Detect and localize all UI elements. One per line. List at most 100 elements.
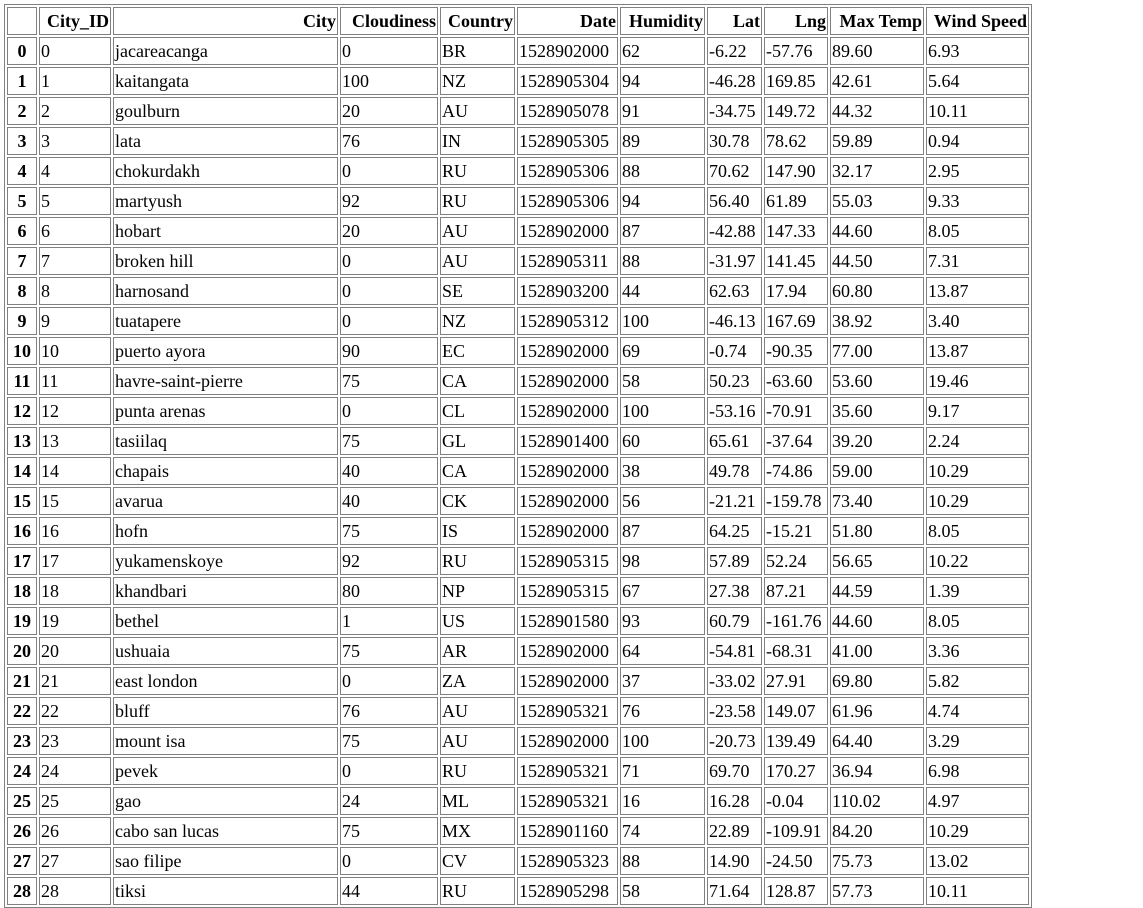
row-index: 8 <box>7 277 37 305</box>
cell-country: RU <box>440 187 515 215</box>
cell-country: MX <box>440 817 515 845</box>
cell-date: 1528905306 <box>517 157 618 185</box>
cell-lng: 17.94 <box>764 277 828 305</box>
cell-lat: 57.89 <box>707 547 762 575</box>
cell-cloudiness: 0 <box>340 397 438 425</box>
cell-date: 1528902000 <box>517 457 618 485</box>
cell-lng: -90.35 <box>764 337 828 365</box>
cell-city-id: 0 <box>39 37 111 65</box>
cell-wind-speed: 19.46 <box>926 367 1029 395</box>
cell-wind-speed: 4.97 <box>926 787 1029 815</box>
cell-country: RU <box>440 757 515 785</box>
cell-lng: 147.33 <box>764 217 828 245</box>
cell-max-temp: 44.50 <box>830 247 924 275</box>
cell-city: puerto ayora <box>113 337 338 365</box>
table-row: 1 1 kaitangata 100 NZ 1528905304 94 -46.28 169.8… <box>7 67 1029 95</box>
cell-country: CV <box>440 847 515 875</box>
column-header-date: Date <box>517 7 618 35</box>
table-row: 4 4 chokurdakh 0 RU 1528905306 88 70.62 147.90 32… <box>7 157 1029 185</box>
table-row: 17 17 yukamenskoye 92 RU 1528905315 98 57.89 52.… <box>7 547 1029 575</box>
cell-cloudiness: 80 <box>340 577 438 605</box>
cell-max-temp: 89.60 <box>830 37 924 65</box>
cell-lat: 30.78 <box>707 127 762 155</box>
cell-max-temp: 39.20 <box>830 427 924 455</box>
cell-city: avarua <box>113 487 338 515</box>
cell-date: 1528902000 <box>517 337 618 365</box>
index-header <box>7 7 37 35</box>
cell-lat: 49.78 <box>707 457 762 485</box>
column-header-max-temp: Max Temp <box>830 7 924 35</box>
cell-city-id: 8 <box>39 277 111 305</box>
cell-cloudiness: 76 <box>340 697 438 725</box>
cell-humidity: 88 <box>620 247 705 275</box>
cell-lat: 62.63 <box>707 277 762 305</box>
cell-date: 1528905323 <box>517 847 618 875</box>
cell-cloudiness: 75 <box>340 517 438 545</box>
cell-humidity: 88 <box>620 157 705 185</box>
cell-lat: -33.02 <box>707 667 762 695</box>
cell-lat: -46.28 <box>707 67 762 95</box>
cell-max-temp: 57.73 <box>830 877 924 905</box>
cell-humidity: 100 <box>620 307 705 335</box>
cell-wind-speed: 10.22 <box>926 547 1029 575</box>
cell-wind-speed: 1.39 <box>926 577 1029 605</box>
cell-lng: 139.49 <box>764 727 828 755</box>
cell-wind-speed: 7.31 <box>926 247 1029 275</box>
cell-lng: 61.89 <box>764 187 828 215</box>
cell-country: BR <box>440 37 515 65</box>
cell-country: GL <box>440 427 515 455</box>
cell-humidity: 58 <box>620 367 705 395</box>
cell-max-temp: 44.60 <box>830 217 924 245</box>
cell-max-temp: 32.17 <box>830 157 924 185</box>
cell-humidity: 74 <box>620 817 705 845</box>
cell-country: CA <box>440 367 515 395</box>
cell-humidity: 60 <box>620 427 705 455</box>
cell-cloudiness: 0 <box>340 247 438 275</box>
cell-city-id: 28 <box>39 877 111 905</box>
cell-city-id: 13 <box>39 427 111 455</box>
cell-lat: 56.40 <box>707 187 762 215</box>
cell-country: IS <box>440 517 515 545</box>
row-index: 11 <box>7 367 37 395</box>
cell-lat: -53.16 <box>707 397 762 425</box>
cell-date: 1528901580 <box>517 607 618 635</box>
cell-country: US <box>440 607 515 635</box>
cell-city: kaitangata <box>113 67 338 95</box>
table-row: 2 2 goulburn 20 AU 1528905078 91 -34.75 149.72 44… <box>7 97 1029 125</box>
cell-max-temp: 35.60 <box>830 397 924 425</box>
table-row: 24 24 pevek 0 RU 1528905321 71 69.70 170.27 36.94… <box>7 757 1029 785</box>
cell-country: SE <box>440 277 515 305</box>
row-index: 14 <box>7 457 37 485</box>
cell-country: NP <box>440 577 515 605</box>
cell-country: AR <box>440 637 515 665</box>
cell-max-temp: 59.89 <box>830 127 924 155</box>
cell-wind-speed: 10.29 <box>926 457 1029 485</box>
cell-cloudiness: 0 <box>340 37 438 65</box>
cell-lng: -37.64 <box>764 427 828 455</box>
cell-lng: 52.24 <box>764 547 828 575</box>
column-header-lat: Lat <box>707 7 762 35</box>
cell-max-temp: 55.03 <box>830 187 924 215</box>
cell-country: RU <box>440 877 515 905</box>
cell-date: 1528905311 <box>517 247 618 275</box>
table-row: 14 14 chapais 40 CA 1528902000 38 49.78 -74.86 59… <box>7 457 1029 485</box>
cell-lat: -0.74 <box>707 337 762 365</box>
cell-lng: -68.31 <box>764 637 828 665</box>
cell-humidity: 98 <box>620 547 705 575</box>
cell-humidity: 38 <box>620 457 705 485</box>
cell-lng: -161.76 <box>764 607 828 635</box>
cell-date: 1528905298 <box>517 877 618 905</box>
row-index: 6 <box>7 217 37 245</box>
cell-country: CK <box>440 487 515 515</box>
cell-wind-speed: 10.11 <box>926 877 1029 905</box>
table-row: 12 12 punta arenas 0 CL 1528902000 100 -53.16 -7… <box>7 397 1029 425</box>
cell-city: bethel <box>113 607 338 635</box>
cell-max-temp: 64.40 <box>830 727 924 755</box>
cell-city-id: 24 <box>39 757 111 785</box>
cell-city-id: 22 <box>39 697 111 725</box>
cell-humidity: 94 <box>620 67 705 95</box>
cell-city: chapais <box>113 457 338 485</box>
row-index: 25 <box>7 787 37 815</box>
table-row: 16 16 hofn 75 IS 1528902000 87 64.25 -15.21 51.80… <box>7 517 1029 545</box>
cell-cloudiness: 76 <box>340 127 438 155</box>
